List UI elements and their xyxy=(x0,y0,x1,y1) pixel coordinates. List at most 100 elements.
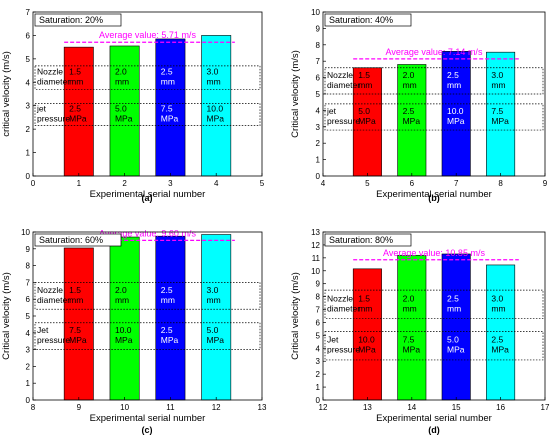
y-tick-label: 13 xyxy=(311,228,320,237)
nozzle-diameter-band xyxy=(324,67,544,95)
bar xyxy=(441,253,471,401)
bar xyxy=(63,46,94,177)
x-axis-label: Experimental serial number xyxy=(376,189,492,200)
x-tick-label: 8 xyxy=(498,179,503,188)
average-value-label: Average value: 7.14 m/s xyxy=(386,47,483,57)
nozzle-value-label: mm xyxy=(491,303,505,313)
jet-pressure-label: pressure xyxy=(327,345,360,355)
x-axis-label: Experimental serial number xyxy=(90,189,206,200)
nozzle-diameter-label: diameter xyxy=(327,303,360,313)
x-axis-label: Experimental serial number xyxy=(90,413,206,424)
pressure-value-label: 10.0 xyxy=(358,335,375,345)
x-tick-label: 10 xyxy=(120,403,129,412)
pressure-value-label: MPa xyxy=(69,114,87,124)
y-tick-label: 7 xyxy=(26,8,31,17)
pressure-value-label: MPa xyxy=(447,116,465,126)
x-tick-label: 5 xyxy=(365,179,370,188)
saturation-frame xyxy=(34,233,122,247)
pressure-value-label: MPa xyxy=(447,345,465,355)
bar xyxy=(109,45,140,177)
x-tick-label: 6 xyxy=(410,179,415,188)
pressure-value-label: 2.5 xyxy=(69,104,81,114)
x-tick-label: 11 xyxy=(166,403,175,412)
nozzle-value-label: 2.5 xyxy=(447,70,459,80)
pressure-value-label: MPa xyxy=(491,345,509,355)
y-tick-label: 7 xyxy=(316,57,321,66)
x-tick-label: 0 xyxy=(31,179,36,188)
x-tick-label: 12 xyxy=(212,403,221,412)
saturation-box: Saturation: 40% xyxy=(324,13,412,27)
bar xyxy=(441,51,471,177)
pressure-value-label: MPa xyxy=(358,116,376,126)
nozzle-value-label: 3.0 xyxy=(207,67,219,77)
nozzle-value-label: 2.0 xyxy=(403,293,415,303)
y-tick-label: 2 xyxy=(316,370,321,379)
y-tick-label: 3 xyxy=(26,346,31,355)
x-tick-label: 14 xyxy=(407,403,416,412)
nozzle-value-label: 1.5 xyxy=(69,285,81,295)
chart-panel-2: Nozzlediameterjetpressure1.5mm2.0mm2.5mm… xyxy=(290,8,548,203)
y-tick-label: 4 xyxy=(316,344,321,353)
nozzle-diameter-band xyxy=(34,282,261,310)
x-tick-label: 15 xyxy=(452,403,461,412)
pressure-value-label: MPa xyxy=(161,114,179,124)
pressure-value-label: 5.0 xyxy=(358,106,370,116)
nozzle-value-label: mm xyxy=(161,295,175,305)
nozzle-diameter-label: diameter xyxy=(37,295,70,305)
x-tick-label: 9 xyxy=(77,403,82,412)
pressure-value-label: MPa xyxy=(115,335,133,345)
nozzle-value-label: mm xyxy=(207,295,221,305)
nozzle-value-label: mm xyxy=(115,295,129,305)
y-tick-label: 3 xyxy=(26,102,31,111)
jet-pressure-label: pressure xyxy=(327,116,360,126)
pressure-value-label: 2.5 xyxy=(491,335,503,345)
y-axis-label: critical velocity (m/s) xyxy=(1,51,12,137)
y-tick-label: 1 xyxy=(26,379,31,388)
nozzle-diameter-label: diameter xyxy=(327,80,360,90)
nozzle-value-label: mm xyxy=(491,80,505,90)
x-tick-label: 4 xyxy=(321,179,326,188)
jet-pressure-label: jet xyxy=(36,104,47,114)
y-axis-label: Critical velocity (m/s) xyxy=(290,50,301,138)
y-tick-label: 5 xyxy=(26,312,31,321)
y-axis-label: Critical velocity (m/s) xyxy=(1,272,12,360)
chart-panel-1: Nozzlediameterjetpressure1.5mm2.0mm2.5mm… xyxy=(1,8,265,203)
nozzle-value-label: 2.0 xyxy=(115,67,127,77)
y-tick-label: 7 xyxy=(316,306,321,315)
x-tick-label: 8 xyxy=(31,403,36,412)
nozzle-value-label: mm xyxy=(358,80,372,90)
x-tick-label: 4 xyxy=(214,179,219,188)
y-tick-label: 8 xyxy=(26,262,31,271)
jet-pressure-label: pressure xyxy=(37,114,70,124)
saturation-label: Saturation: 60% xyxy=(39,235,103,245)
nozzle-value-label: mm xyxy=(447,80,461,90)
pressure-value-label: 2.5 xyxy=(403,106,415,116)
bar xyxy=(63,247,94,401)
jet-pressure-label: Jet xyxy=(37,325,49,335)
y-tick-label: 4 xyxy=(316,106,321,115)
y-tick-label: 5 xyxy=(316,331,321,340)
saturation-frame xyxy=(324,13,412,27)
pressure-value-label: 7.5 xyxy=(491,106,503,116)
y-tick-label: 2 xyxy=(26,125,31,134)
nozzle-value-label: mm xyxy=(403,80,417,90)
nozzle-value-label: mm xyxy=(69,295,83,305)
bar xyxy=(486,264,516,401)
pressure-value-label: MPa xyxy=(161,335,179,345)
jet-pressure-band xyxy=(34,103,261,126)
y-tick-label: 9 xyxy=(26,245,31,254)
pressure-value-label: MPa xyxy=(207,335,225,345)
jet-pressure-band xyxy=(34,322,261,350)
nozzle-diameter-label: Nozzle xyxy=(327,293,353,303)
y-tick-label: 0 xyxy=(316,172,321,181)
y-tick-label: 9 xyxy=(316,280,321,289)
nozzle-diameter-label: Nozzle xyxy=(37,285,63,295)
pressure-value-label: MPa xyxy=(358,345,376,355)
pressure-value-label: 5.0 xyxy=(207,325,219,335)
pressure-value-label: 10.0 xyxy=(115,325,132,335)
pressure-value-label: MPa xyxy=(403,116,421,126)
y-tick-label: 2 xyxy=(316,139,321,148)
pressure-value-label: MPa xyxy=(491,116,509,126)
bar xyxy=(201,35,232,177)
